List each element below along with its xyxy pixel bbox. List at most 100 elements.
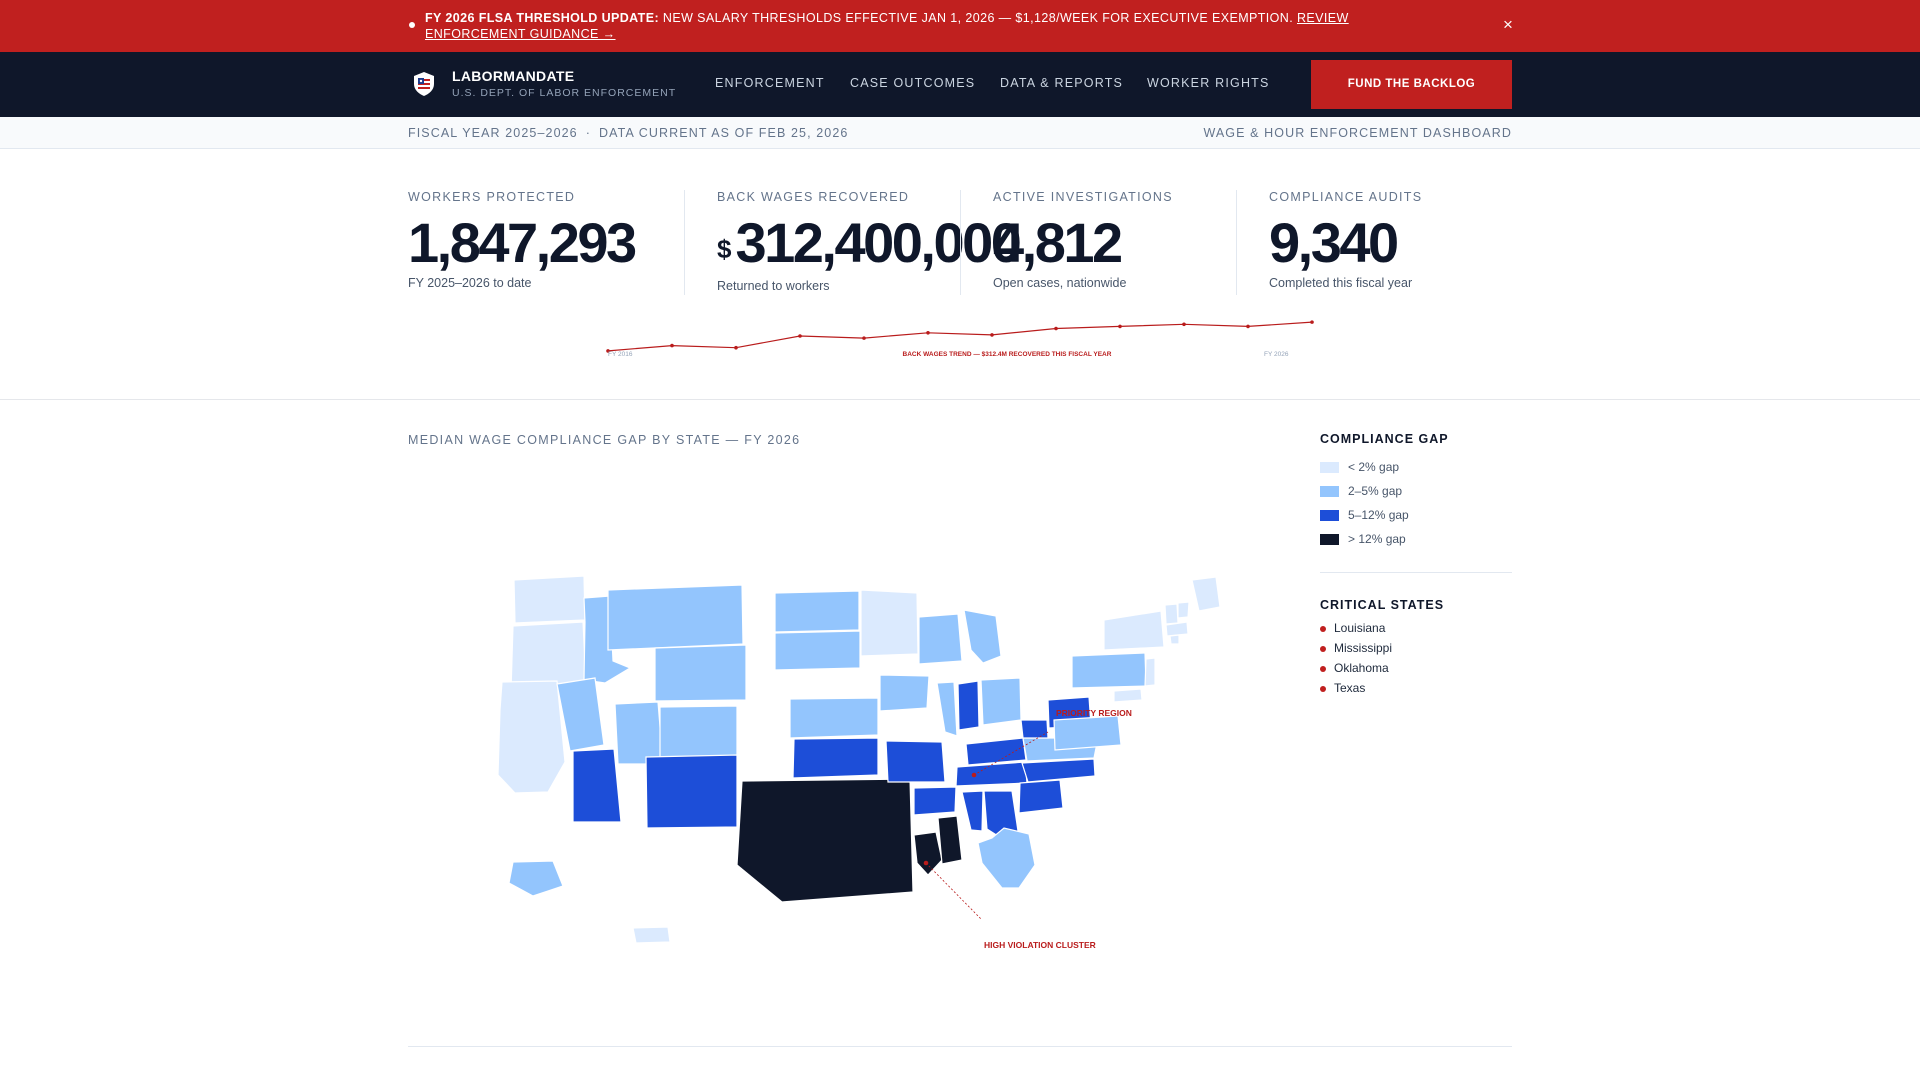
state-missouri[interactable] — [885, 740, 946, 783]
critical-dot-icon — [1320, 686, 1326, 692]
trend-point — [1054, 326, 1058, 331]
critical-states-title: CRITICAL STATES — [1320, 598, 1445, 612]
stat-divider — [960, 190, 961, 295]
state-illinois[interactable] — [936, 681, 958, 737]
alert-title: FY 2026 FLSA Threshold Update: — [425, 11, 660, 25]
nav-link-data-reports[interactable]: DATA & REPORTS — [1000, 76, 1124, 90]
state-massachusetts[interactable] — [1177, 601, 1190, 619]
fund-backlog-button[interactable]: FUND THE BACKLOG — [1311, 60, 1512, 109]
stat-note: FY 2025–2026 to date — [408, 276, 532, 290]
state-delaware[interactable] — [1169, 634, 1180, 645]
trend-point — [1246, 324, 1250, 329]
state-maine[interactable] — [1191, 576, 1221, 612]
state-arkansas[interactable] — [913, 786, 957, 816]
close-icon[interactable]: × — [1503, 15, 1513, 34]
shield-flag-icon[interactable] — [412, 71, 436, 97]
legend-label: 2–5% gap — [1348, 484, 1403, 498]
state-michigan[interactable] — [963, 609, 1002, 664]
state-hawaii[interactable] — [632, 926, 671, 944]
legend-label: 5–12% gap — [1348, 508, 1409, 522]
stat-divider — [684, 190, 685, 295]
state-new-hampshire[interactable] — [1164, 603, 1179, 625]
priority-region-label: PRIORITY REGION — [1056, 708, 1132, 718]
alert-banner: FY 2026 FLSA Threshold Update: New salar… — [0, 0, 1920, 52]
trend-point — [926, 331, 930, 335]
stat-value: 9,340 — [1269, 211, 1399, 274]
stat-value: 4,812 — [993, 211, 1123, 274]
state-colorado[interactable] — [659, 705, 738, 759]
state-mississippi[interactable] — [937, 815, 963, 865]
state-connecticut[interactable] — [1113, 688, 1143, 703]
state-alabama[interactable] — [961, 790, 984, 832]
state-wyoming[interactable] — [654, 644, 747, 702]
stat-value: 1,847,293 — [408, 211, 637, 274]
priority-marker — [971, 772, 977, 778]
state-kansas[interactable] — [792, 737, 879, 779]
state-north-dakota[interactable] — [774, 590, 860, 633]
state-north-carolina[interactable] — [1021, 758, 1096, 783]
state-arizona[interactable] — [572, 748, 622, 823]
meta-separator: · — [585, 126, 591, 140]
trend-point — [990, 333, 994, 337]
critical-state-name: Louisiana — [1334, 621, 1386, 635]
stat-label: Active Investigations — [993, 190, 1173, 204]
state-tennessee[interactable] — [955, 761, 1028, 787]
trend-start-label: FY 2016 — [608, 351, 633, 358]
stat-note: Completed this fiscal year — [1269, 276, 1413, 290]
stat-value: $312,400,000 — [717, 210, 1022, 275]
nav-link-enforcement[interactable]: ENFORCEMENT — [715, 76, 825, 90]
state-pennsylvania[interactable] — [1053, 715, 1122, 751]
state-minnesota[interactable] — [860, 589, 919, 657]
state-kentucky[interactable] — [965, 737, 1027, 766]
bottom-divider — [408, 1046, 1512, 1047]
stat-active-investigations: Active Investigations 4,812 Open cases, … — [993, 190, 1268, 295]
state-west-virginia[interactable] — [1020, 719, 1049, 739]
stat-label: Back Wages Recovered — [717, 190, 910, 204]
critical-state-name: Mississippi — [1334, 641, 1393, 655]
state-utah[interactable] — [614, 701, 664, 765]
brand-name[interactable]: LABORMANDATE — [452, 68, 575, 84]
state-louisiana[interactable] — [913, 831, 943, 876]
map-title: MEDIAN WAGE COMPLIANCE GAP BY STATE — FY… — [408, 433, 801, 447]
trend-point — [1118, 324, 1122, 329]
critical-dot-icon — [1320, 626, 1326, 632]
stat-label: Workers Protected — [408, 190, 576, 204]
trend-point — [862, 336, 866, 340]
state-new-york[interactable] — [1071, 652, 1147, 689]
state-new-jersey[interactable] — [1144, 657, 1156, 687]
nav-link-worker-rights[interactable]: WORKER RIGHTS — [1147, 76, 1270, 90]
state-rhode-island[interactable] — [1165, 621, 1189, 637]
back-wages-trend-chart: FY 2016 BACK WAGES TREND — $312.4M RECOV… — [606, 320, 1314, 358]
state-nevada[interactable] — [556, 677, 605, 752]
state-texas[interactable] — [736, 778, 914, 903]
alert-guidance-link[interactable]: Review enforcement guidance → — [425, 11, 1349, 41]
state-wisconsin[interactable] — [918, 613, 963, 665]
critical-dot-icon — [1320, 666, 1326, 672]
state-california[interactable] — [497, 680, 566, 794]
state-new-mexico[interactable] — [645, 754, 738, 829]
state-vermont[interactable] — [1103, 610, 1165, 651]
cluster-leader-line — [925, 862, 983, 921]
state-iowa[interactable] — [879, 674, 930, 712]
state-south-dakota[interactable] — [774, 630, 861, 671]
trend-point — [734, 345, 738, 350]
alert-message: FY 2026 FLSA Threshold Update: New salar… — [425, 10, 1425, 42]
trend-point — [670, 343, 674, 348]
legend-swatch — [1320, 462, 1339, 473]
nav-link-case-outcomes[interactable]: CASE OUTCOMES — [850, 76, 976, 90]
state-washington[interactable] — [513, 575, 586, 624]
legend-swatch — [1320, 486, 1339, 497]
state-florida[interactable] — [977, 827, 1036, 889]
brand-subtitle: U.S. DEPT. OF LABOR ENFORCEMENT — [452, 87, 677, 99]
state-nebraska[interactable] — [789, 697, 879, 739]
legend-label: > 12% gap — [1348, 532, 1406, 546]
critical-state-name: Oklahoma — [1334, 661, 1389, 675]
legend-title: COMPLIANCE GAP — [1320, 432, 1449, 446]
state-south-carolina[interactable] — [1018, 779, 1064, 814]
state-ohio[interactable] — [980, 677, 1022, 726]
state-indiana[interactable] — [957, 680, 980, 731]
trend-caption: BACK WAGES TREND — $312.4M RECOVERED THI… — [903, 351, 1112, 358]
state-georgia[interactable] — [983, 790, 1019, 837]
state-montana[interactable] — [607, 584, 744, 651]
state-alaska[interactable] — [508, 860, 564, 897]
